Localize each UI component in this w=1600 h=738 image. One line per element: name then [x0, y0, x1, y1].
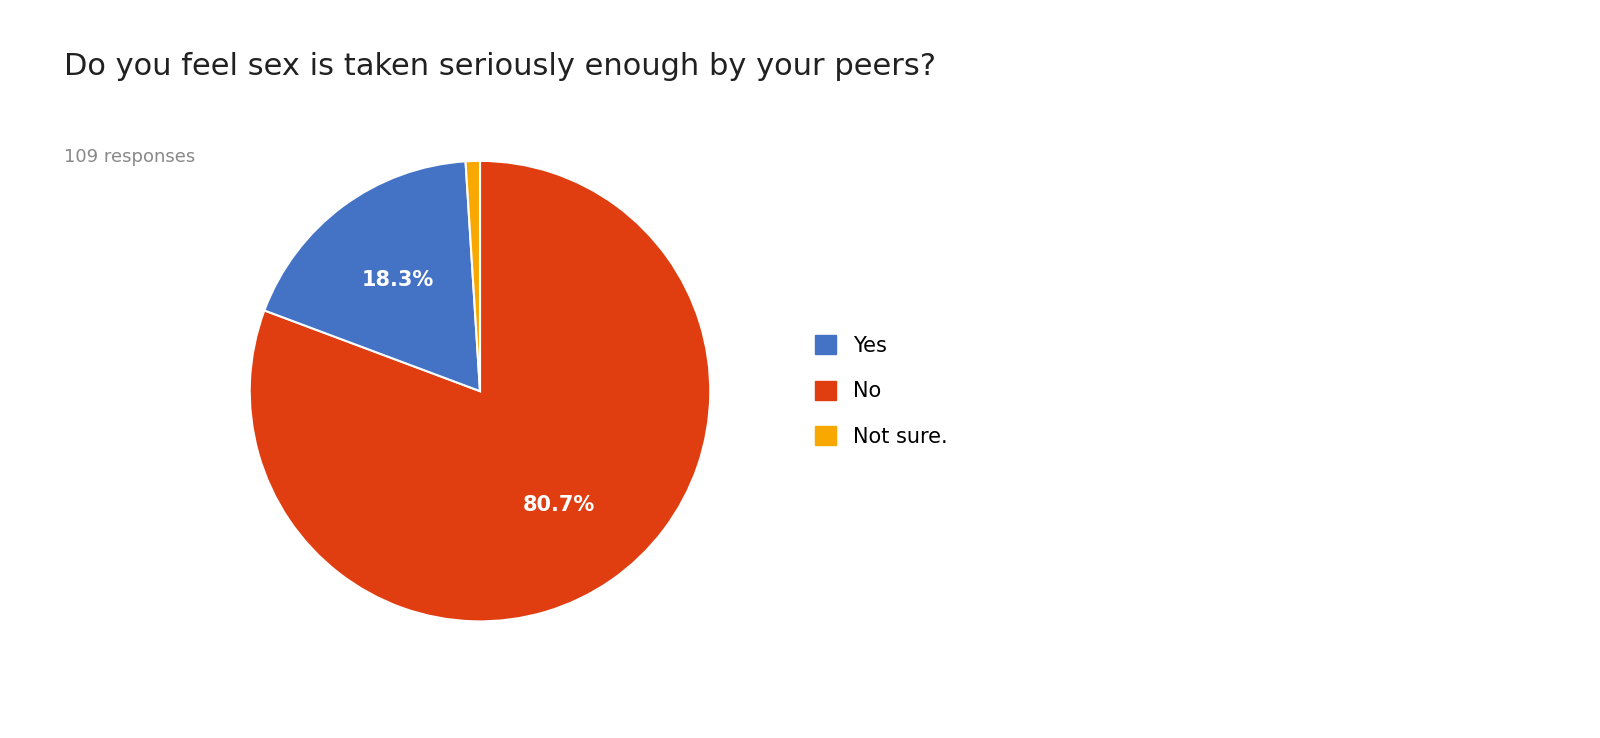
Text: 18.3%: 18.3%: [362, 270, 434, 290]
Wedge shape: [264, 162, 480, 391]
Text: Do you feel sex is taken seriously enough by your peers?: Do you feel sex is taken seriously enoug…: [64, 52, 936, 80]
Wedge shape: [250, 161, 710, 621]
Text: 80.7%: 80.7%: [523, 494, 595, 514]
Wedge shape: [466, 161, 480, 391]
Legend: Yes, No, Not sure.: Yes, No, Not sure.: [806, 327, 955, 455]
Text: 109 responses: 109 responses: [64, 148, 195, 165]
